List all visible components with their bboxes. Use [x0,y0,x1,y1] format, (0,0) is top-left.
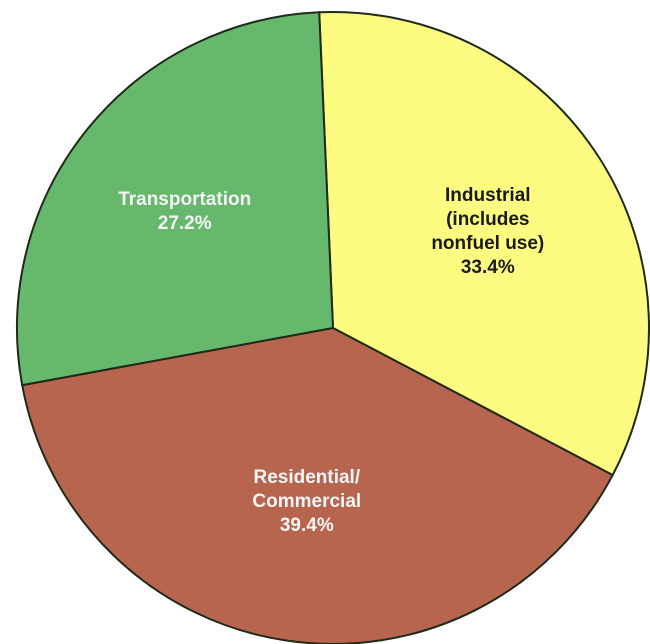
slice-label-residential-commercial: Commercial [252,491,361,512]
pie-slice-residential-commercial [21,326,615,644]
slice-label-industrial: (includes [446,209,529,230]
slice-label-residential-commercial: Residential/ [253,467,360,488]
slice-label-industrial: Industrial [445,185,531,206]
slice-value-industrial: 33.4% [461,257,515,278]
slice-value-transportation: 27.2% [158,213,212,234]
slice-value-residential-commercial: 39.4% [280,515,334,536]
slice-label-transportation: Transportation [118,189,251,210]
slice-label-industrial: nonfuel use) [431,233,544,254]
pie-slice-transportation [16,11,335,387]
pie-slice-industrial [318,11,650,477]
